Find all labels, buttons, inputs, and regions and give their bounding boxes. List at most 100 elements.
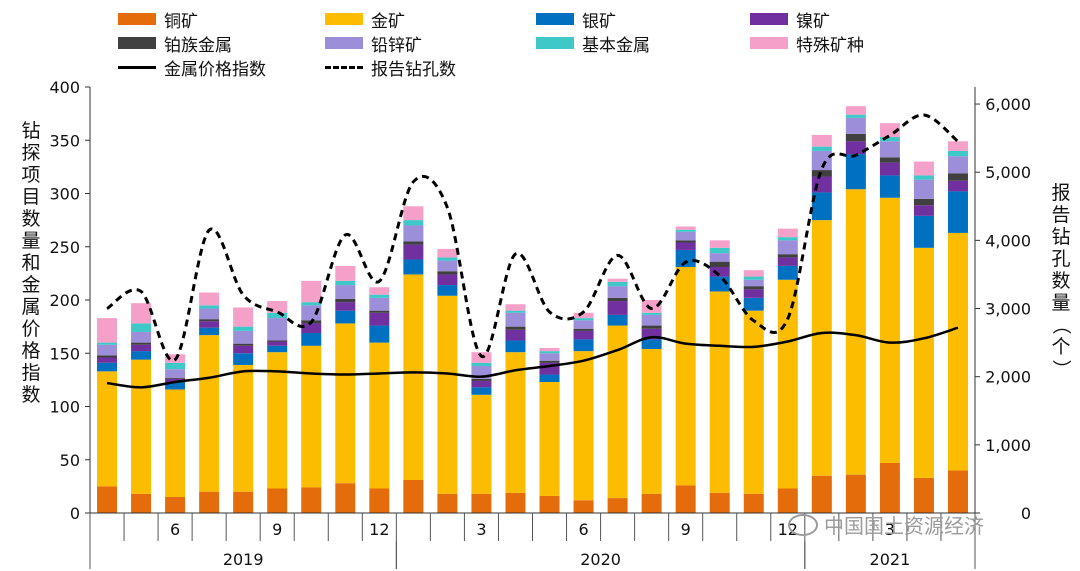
bar-nickel-17 (675, 242, 696, 250)
bar-gold-15 (607, 325, 628, 499)
bar-pgm-25 (947, 173, 968, 181)
bar-base-18 (709, 247, 730, 254)
bar-silver-11 (471, 387, 492, 395)
bar-pgm-5 (267, 340, 288, 342)
bar-special-1 (131, 303, 152, 324)
legend-swatch-leadzinc (325, 37, 363, 49)
bar-copper-3 (199, 491, 220, 513)
bar-silver-3 (199, 327, 220, 336)
x-year-label-2020: 2020 (580, 550, 621, 569)
bar-gold-19 (743, 310, 764, 494)
bar-silver-12 (505, 340, 526, 353)
bar-special-0 (97, 318, 118, 343)
y-tick-label-left-250: 250 (49, 238, 80, 257)
bar-pgm-11 (471, 378, 492, 381)
bar-nickel-22 (845, 141, 866, 155)
bar-pgm-12 (505, 326, 526, 330)
y-tick-label-right-0: 0 (1021, 504, 1031, 523)
bar-gold-16 (641, 348, 662, 494)
bar-silver-4 (233, 353, 254, 365)
legend-item-leadzinc: 铅锌矿 (325, 32, 422, 56)
bar-silver-6 (301, 333, 322, 346)
bar-special-19 (743, 270, 764, 277)
drill-holes-line (106, 113, 959, 363)
bar-leadzinc-5 (267, 318, 288, 341)
bar-leadzinc-7 (335, 285, 356, 299)
bar-base-10 (437, 257, 458, 261)
bar-special-22 (845, 106, 866, 115)
bar-nickel-4 (233, 345, 254, 354)
y-tick-label-left-150: 150 (49, 344, 80, 363)
x-year-label-2019: 2019 (223, 550, 264, 569)
bar-gold-9 (403, 274, 424, 480)
bar-silver-1 (131, 351, 152, 360)
bar-base-24 (913, 175, 934, 180)
x-month-label-2: 6 (170, 520, 180, 539)
bar-nickel-21 (811, 176, 832, 193)
bar-copper-5 (267, 488, 288, 513)
bar-nickel-18 (709, 266, 730, 277)
bar-gold-25 (947, 232, 968, 471)
legend: 铜矿 金矿 银矿 镍矿 铂族金属 铅锌矿 基本金属 特殊矿种 金属价格指数 报告… (0, 0, 1080, 84)
bar-base-13 (539, 351, 560, 354)
y-tick-label-left-350: 350 (49, 131, 80, 150)
bar-leadzinc-2 (165, 369, 186, 378)
bar-leadzinc-6 (301, 305, 322, 321)
bar-leadzinc-17 (675, 231, 696, 241)
bar-leadzinc-12 (505, 312, 526, 327)
legend-swatch-price-index (118, 65, 156, 69)
x-month-label-8: 12 (369, 520, 389, 539)
bar-copper-17 (675, 485, 696, 513)
bar-silver-10 (437, 285, 458, 296)
bar-copper-6 (301, 487, 322, 513)
legend-swatch-nickel (750, 13, 788, 25)
bar-gold-8 (369, 342, 390, 489)
bar-pgm-15 (607, 297, 628, 302)
bar-copper-20 (777, 488, 798, 513)
bar-silver-7 (335, 310, 356, 324)
bar-special-8 (369, 287, 390, 295)
bar-pgm-3 (199, 319, 220, 322)
bar-silver-0 (97, 362, 118, 372)
bar-copper-18 (709, 492, 730, 513)
legend-item-special: 特殊矿种 (750, 32, 864, 56)
bar-silver-9 (403, 259, 424, 275)
bar-gold-13 (539, 382, 560, 496)
bar-copper-7 (335, 483, 356, 513)
bar-nickel-1 (131, 344, 152, 352)
y-tick-label-right-6: 6,000 (985, 95, 1031, 114)
bar-pgm-21 (811, 170, 832, 177)
bar-base-7 (335, 280, 356, 286)
bar-base-2 (165, 362, 186, 370)
bar-silver-20 (777, 265, 798, 280)
bar-nickel-23 (879, 162, 900, 176)
bar-copper-2 (165, 497, 186, 513)
bar-base-11 (471, 362, 492, 367)
bar-nickel-5 (267, 341, 288, 346)
bar-pgm-13 (539, 360, 560, 363)
bar-silver-2 (165, 382, 186, 390)
bar-leadzinc-21 (811, 150, 832, 171)
bar-silver-17 (675, 249, 696, 267)
bar-nickel-13 (539, 362, 560, 375)
bar-special-20 (777, 228, 798, 238)
bar-nickel-19 (743, 289, 764, 298)
bar-gold-6 (301, 345, 322, 488)
bar-pgm-8 (369, 310, 390, 313)
bar-leadzinc-23 (879, 141, 900, 158)
bar-base-1 (131, 323, 152, 332)
bar-leadzinc-13 (539, 353, 560, 361)
bar-pgm-0 (97, 355, 118, 358)
bar-copper-22 (845, 474, 866, 513)
bar-gold-11 (471, 394, 492, 494)
bar-copper-0 (97, 486, 118, 513)
bar-silver-24 (913, 215, 934, 248)
bar-leadzinc-20 (777, 240, 798, 255)
bar-silver-19 (743, 297, 764, 311)
bar-leadzinc-1 (131, 331, 152, 343)
legend-label-nickel: 镍矿 (796, 11, 830, 32)
bar-special-6 (301, 280, 322, 303)
bar-nickel-9 (403, 244, 424, 260)
bar-gold-18 (709, 291, 730, 493)
bar-copper-8 (369, 488, 390, 513)
